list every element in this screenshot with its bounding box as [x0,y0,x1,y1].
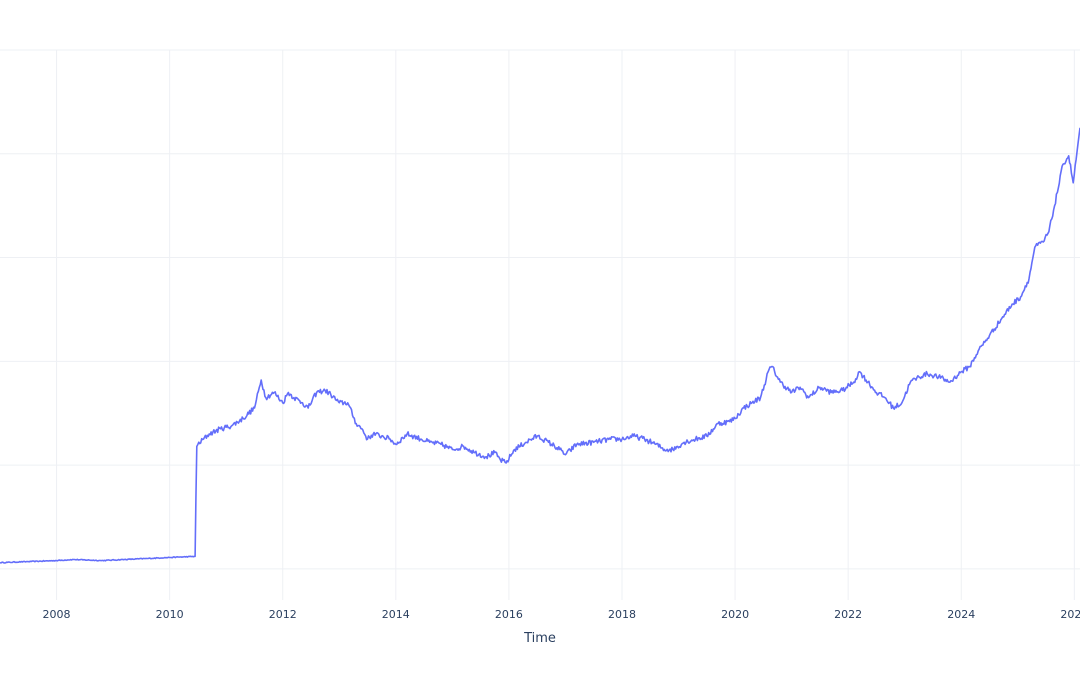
x-axis-title: Time [523,631,556,646]
gridlines [0,49,1080,600]
x-tick-label: 2016 [495,608,523,621]
series-layer [0,127,1080,564]
x-tick-label: 2020 [721,608,749,621]
x-tick-label: 2012 [269,608,297,621]
x-tick-label: 2014 [382,608,410,621]
x-tick-label: 2018 [608,608,636,621]
x-tick-label: 2026 [1060,608,1080,621]
x-tick-label: 2010 [156,608,184,621]
x-tick-label: 2024 [947,608,975,621]
x-tick-label: 2008 [43,608,71,621]
x-tick-label: 2022 [834,608,862,621]
x-axis-ticks: 2008 2010 2012 2014 2016 2018 2020 2022 2024 2026 [43,608,1080,621]
series-line [0,127,1080,564]
